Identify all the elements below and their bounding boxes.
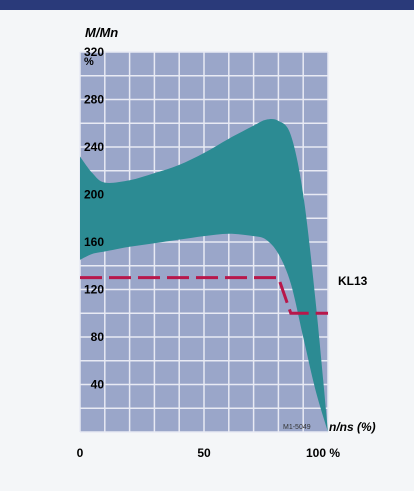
torque-band-area <box>80 119 328 433</box>
kl13-threshold-line <box>80 276 328 315</box>
y-tick-label: 160 <box>84 235 104 249</box>
y-tick-label: 40 <box>91 378 105 392</box>
y-tick-labels: 40 80 120 160 200 240 280 320 <box>84 45 104 392</box>
y-tick-label: 320 <box>84 45 104 59</box>
x-axis-title: n/ns (%) <box>329 420 376 434</box>
series-label-kl13: KL13 <box>338 274 368 288</box>
figure-reference-code: M1-5049 <box>283 424 311 431</box>
y-tick-label: 240 <box>84 140 104 154</box>
top-header-bar <box>0 0 414 10</box>
y-tick-label: 120 <box>84 283 104 297</box>
x-tick-label: 100 % <box>306 446 340 460</box>
x-tick-label: 0 <box>77 446 84 460</box>
y-tick-label: 280 <box>84 93 104 107</box>
x-tick-label: 50 <box>197 446 211 460</box>
y-axis-unit: % <box>84 56 94 68</box>
y-tick-label: 80 <box>91 330 105 344</box>
y-axis-title: M/Mn <box>85 25 118 40</box>
x-tick-labels: 0 50 100 % <box>77 446 341 460</box>
y-tick-label: 200 <box>84 188 104 202</box>
